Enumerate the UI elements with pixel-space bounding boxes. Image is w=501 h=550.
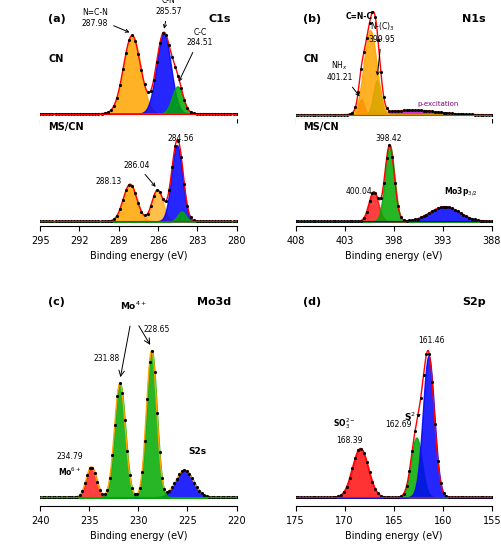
X-axis label: Binding energy (eV): Binding energy (eV) <box>90 531 187 541</box>
Text: S2s: S2s <box>188 447 206 456</box>
Text: Mo3p$_{3/2}$: Mo3p$_{3/2}$ <box>443 185 476 198</box>
Text: Mo$^{4+}$: Mo$^{4+}$ <box>120 300 147 312</box>
Text: Mo$^{6+}$: Mo$^{6+}$ <box>58 465 81 477</box>
Text: (a): (a) <box>48 14 66 24</box>
Text: 284.56: 284.56 <box>167 134 193 143</box>
Text: 288.13: 288.13 <box>95 177 121 186</box>
Text: C1s: C1s <box>208 14 230 24</box>
Text: 228.65: 228.65 <box>144 325 170 334</box>
Text: MS/CN: MS/CN <box>303 122 338 132</box>
Text: C-C
284.51: C-C 284.51 <box>179 28 213 81</box>
Text: C-N
285.57: C-N 285.57 <box>155 0 181 28</box>
Text: MS/CN: MS/CN <box>48 122 84 132</box>
Text: S2p: S2p <box>461 297 485 307</box>
Text: 400.04: 400.04 <box>345 187 372 196</box>
Text: N=C-N
287.98: N=C-N 287.98 <box>82 8 128 32</box>
X-axis label: Binding energy (eV): Binding energy (eV) <box>344 531 441 541</box>
Text: NH$_x$
401.21: NH$_x$ 401.21 <box>326 59 358 96</box>
Text: SO$_3^{2-}$: SO$_3^{2-}$ <box>333 416 355 431</box>
Text: 161.46: 161.46 <box>417 336 443 345</box>
Text: (b): (b) <box>303 14 321 24</box>
Text: S$^{2-}$: S$^{2-}$ <box>403 411 422 423</box>
Text: C=N-C: C=N-C <box>345 12 372 21</box>
Text: 162.69: 162.69 <box>385 420 411 428</box>
Text: 168.39: 168.39 <box>336 436 362 445</box>
Text: N-(C)$_3$
399.95: N-(C)$_3$ 399.95 <box>368 21 395 75</box>
Text: (c): (c) <box>48 297 65 307</box>
Text: 231.88: 231.88 <box>94 354 120 364</box>
X-axis label: Binding energy (eV): Binding energy (eV) <box>344 251 441 261</box>
Text: (d): (d) <box>303 297 321 307</box>
Text: 234.79: 234.79 <box>56 452 83 461</box>
Text: N1s: N1s <box>461 14 485 24</box>
Text: CN: CN <box>48 54 63 64</box>
X-axis label: Binding energy (eV): Binding energy (eV) <box>90 251 187 261</box>
Text: p-excitation: p-excitation <box>416 101 458 107</box>
Text: Mo3d: Mo3d <box>196 297 230 307</box>
Text: 398.42: 398.42 <box>375 134 401 143</box>
Text: 286.04: 286.04 <box>124 161 155 186</box>
Text: CN: CN <box>303 54 318 64</box>
